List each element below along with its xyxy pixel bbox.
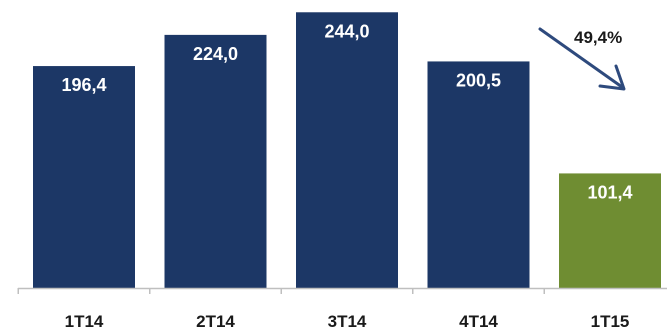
x-tick-3t14: 3T14 [328, 312, 367, 331]
bar-4t14 [427, 61, 530, 289]
x-tick-labels: 1T14 2T14 3T14 4T14 1T15 [65, 312, 630, 331]
x-tick-2t14: 2T14 [196, 312, 235, 331]
bar-1t15 [559, 173, 661, 288]
arrow-head-icon [598, 64, 626, 91]
change-percent-label: 49,4% [574, 28, 622, 47]
x-axis [17, 287, 667, 294]
x-tick-1t15: 1T15 [591, 312, 630, 331]
bars-layer [33, 12, 661, 289]
decrease-arrow-icon [538, 27, 624, 89]
bar-1t14 [33, 66, 135, 289]
value-label-1t14: 196,4 [61, 75, 106, 95]
value-label-3t14: 244,0 [324, 21, 369, 41]
value-labels-layer: 196,4 224,0 244,0 200,5 101,4 [61, 21, 632, 202]
bar-3t14 [296, 12, 398, 289]
bar-2t14 [164, 34, 267, 288]
x-tick-1t14: 1T14 [65, 312, 104, 331]
value-label-1t15: 101,4 [587, 182, 632, 202]
change-annotation: 49,4% [538, 27, 626, 91]
value-label-4t14: 200,5 [456, 70, 501, 90]
value-label-2t14: 224,0 [193, 44, 238, 64]
x-tick-4t14: 4T14 [459, 312, 498, 331]
